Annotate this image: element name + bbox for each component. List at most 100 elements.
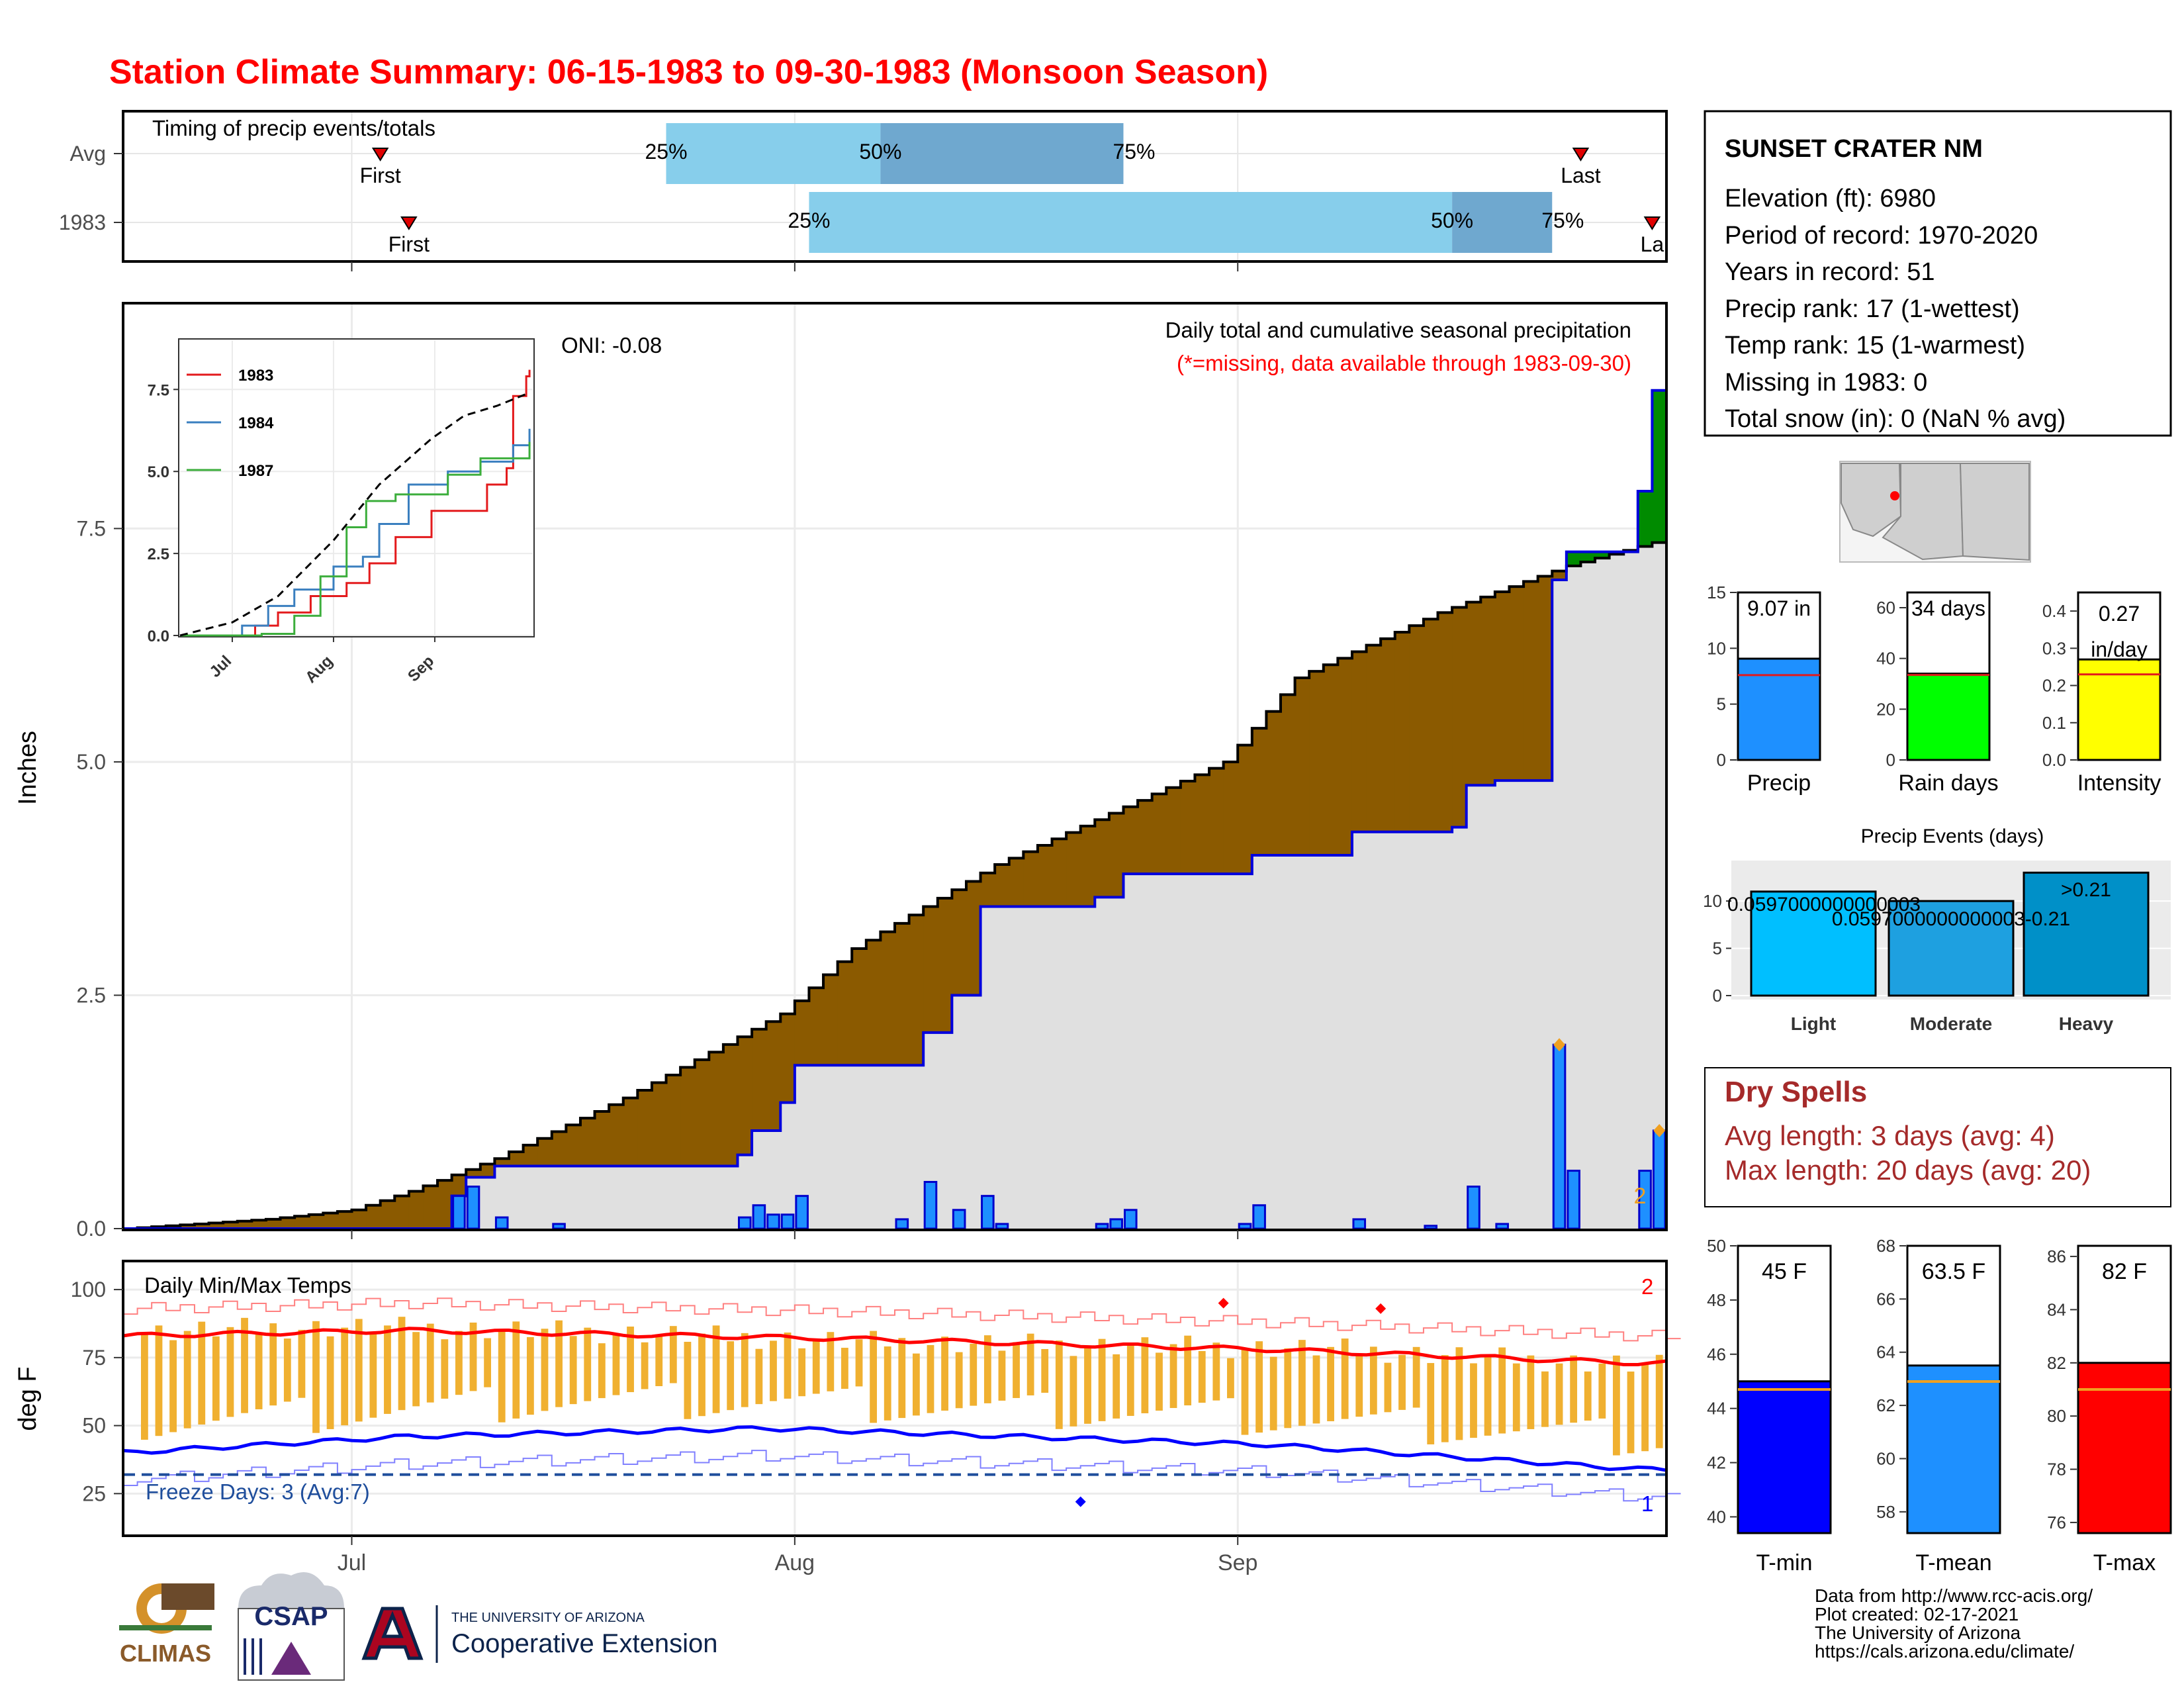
deficit-area (1509, 586, 1524, 781)
extreme-precip-marker (1553, 1038, 1566, 1052)
deficit-area (651, 1082, 667, 1166)
mini-y-tick-label: 15 (1707, 583, 1726, 602)
daily-temp-bar (1269, 1356, 1277, 1430)
temp-x-tick-label: Sep (1218, 1550, 1258, 1575)
deficit-area (1009, 858, 1024, 907)
daily-temp-bar (1312, 1355, 1320, 1424)
daily-precip-bar (1252, 1204, 1266, 1230)
deficit-area (1524, 581, 1539, 781)
tsum-y-tick-label: 46 (1707, 1344, 1726, 1364)
deficit-area (1437, 612, 1453, 832)
temp-x-tick-label: Aug (775, 1550, 815, 1575)
timing-row-label: Avg (69, 142, 106, 165)
inset-y-tick-label: 7.5 (148, 381, 169, 399)
mini-value-label: 34 days (1911, 596, 1985, 620)
daily-temp-bar (1627, 1371, 1635, 1454)
temp-panel: 25 50 75 100 Jul Aug Sep deg F Daily Min/Max … (14, 1260, 1681, 1575)
tsum-y-tick-label: 50 (1707, 1236, 1726, 1256)
daily-temp-bar (541, 1329, 549, 1411)
inset-series-line-1983 (180, 369, 531, 637)
deficit-area (180, 1225, 195, 1229)
daily-temp-bar (398, 1317, 406, 1411)
daily-temp-bar (927, 1344, 934, 1413)
daily-temp-bar (1026, 1333, 1034, 1395)
daily-temp-bar (1327, 1346, 1334, 1422)
daily-temp-bar (1570, 1355, 1578, 1423)
daily-temp-bar (1427, 1363, 1435, 1444)
tsum-y-tick-label: 64 (1876, 1342, 1895, 1362)
daily-temp-bar (1055, 1340, 1063, 1429)
tsum-y-tick-label: 62 (1876, 1395, 1895, 1415)
daily-temp-bar (912, 1353, 920, 1416)
freeze-days: Freeze Days: 3 (Avg:7) (146, 1479, 370, 1504)
deficit-area (1095, 820, 1110, 898)
mini-y-tick-label: 10 (1707, 638, 1726, 658)
temp-x-tick-label: Jul (338, 1550, 366, 1575)
deficit-area (1266, 711, 1281, 855)
deficit-area (1223, 761, 1238, 874)
daily-temp-bar (998, 1350, 1006, 1401)
deficit-area (308, 1214, 324, 1229)
daily-temp-bar (1298, 1340, 1306, 1426)
surplus-area (1652, 390, 1667, 543)
tsum-value-bar (1906, 1364, 2001, 1534)
mini-y-tick-label: 0.3 (2042, 638, 2066, 658)
daily-temp-bar (355, 1319, 363, 1422)
events-range-label: >0.21 (2061, 879, 2111, 901)
deficit-area (1195, 774, 1210, 874)
record-high-marker (1218, 1297, 1229, 1309)
deficit-area (680, 1067, 696, 1166)
timing-first-marker (371, 148, 389, 162)
min-count-label: 1 (1641, 1491, 1653, 1516)
inset-lines (179, 369, 531, 637)
daily-temp-bar (827, 1332, 835, 1391)
mini-y-tick-label: 5 (1717, 694, 1726, 714)
daily-precip-bar (1552, 1043, 1567, 1230)
deficit-area (194, 1223, 210, 1229)
locator-map (1839, 461, 2031, 563)
daily-precip-bar (1109, 1218, 1123, 1230)
timing-bars: 25% 50% 75% First Last Avg 25% 50% 75% First La 198… (59, 113, 1665, 271)
surplus-area (1566, 551, 1581, 566)
deficit-area (451, 1174, 467, 1196)
daily-temp-bar (1355, 1354, 1363, 1417)
daily-temp-bar (1255, 1341, 1263, 1433)
temp-daily-bars (140, 1317, 1663, 1456)
deficit-area (494, 1158, 510, 1166)
deficit-area (1052, 839, 1067, 907)
mini-value-bar (1906, 673, 1991, 761)
csap-wordmark: CSAP (254, 1602, 328, 1631)
deficit-area (1480, 596, 1496, 786)
mini-unit-label: in/day (2091, 637, 2147, 661)
precip-y-axis: 0.0 2.5 5.0 7.5 (77, 516, 1239, 1241)
deficit-area (909, 915, 924, 1066)
deficit-area (1037, 845, 1053, 907)
daily-temp-bar (1498, 1347, 1506, 1434)
daily-temp-bar (1084, 1347, 1091, 1424)
daily-precip-bar (981, 1195, 995, 1230)
daily-temp-bar (198, 1321, 206, 1425)
deficit-area (366, 1205, 381, 1229)
mini-y-tick-label: 0.0 (2042, 750, 2066, 770)
station-line: Temp rank: 15 (1-warmest) (1725, 332, 2025, 359)
inset-series-line-1984 (180, 428, 531, 637)
deficit-area (752, 1029, 767, 1131)
deficit-area (880, 931, 895, 1066)
daily-temp-bar (455, 1331, 463, 1395)
daily-temp-bar (283, 1338, 291, 1402)
temp-y-label: deg F (14, 1366, 42, 1430)
tsum-value-label: 82 F (2102, 1259, 2147, 1284)
precip-frame (122, 302, 1668, 1231)
deficit-area (895, 923, 910, 1066)
map-states (1841, 463, 1902, 538)
daily-temp-bar (1227, 1358, 1234, 1399)
mini-y-tick-label: 0.1 (2042, 713, 2066, 733)
tsum-y-tick-label: 82 (2047, 1353, 2066, 1373)
timing-q75-label: 75% (1113, 140, 1155, 164)
timing-first-marker (400, 216, 418, 230)
dry-spells-avg: Avg length: 3 days (avg: 4) (1725, 1120, 2055, 1151)
deficit-area (1309, 671, 1324, 855)
deficit-area (809, 988, 824, 1066)
temp-y-tick-label: 25 (82, 1481, 106, 1505)
inset-legend-label: 1984 (238, 414, 274, 432)
